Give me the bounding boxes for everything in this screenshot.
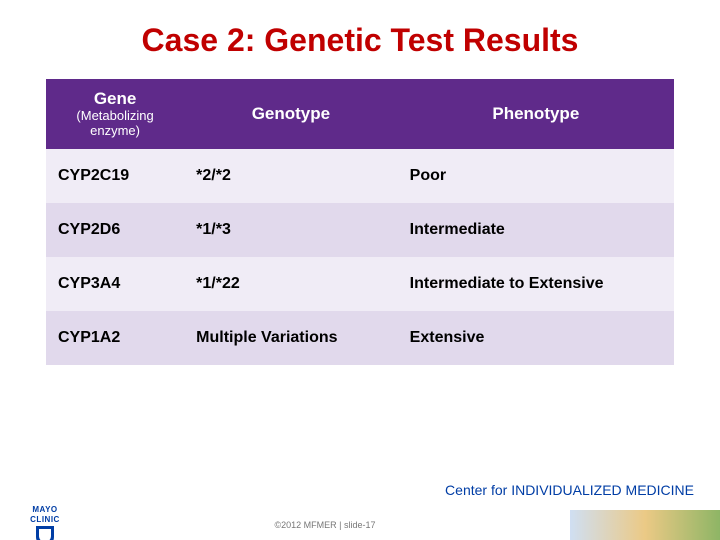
- cell-phenotype: Intermediate to Extensive: [398, 257, 674, 311]
- cell-phenotype: Poor: [398, 149, 674, 203]
- cell-gene: CYP1A2: [46, 311, 184, 365]
- slide-title: Case 2: Genetic Test Results: [0, 0, 720, 59]
- results-table-container: Gene (Metabolizing enzyme) Genotype Phen…: [0, 59, 720, 365]
- shield-icon: [36, 526, 54, 540]
- logo-line2: CLINIC: [30, 515, 60, 524]
- cell-phenotype: Extensive: [398, 311, 674, 365]
- center-label-highlight: INDIVIDUALIZED MEDICINE: [511, 482, 694, 498]
- col-header-gene-label: Gene: [94, 89, 137, 108]
- cell-genotype: *1/*22: [184, 257, 398, 311]
- cell-genotype: *1/*3: [184, 203, 398, 257]
- center-label-prefix: Center for: [445, 482, 511, 498]
- slide: Case 2: Genetic Test Results Gene (Metab…: [0, 0, 720, 540]
- table-row: CYP3A4 *1/*22 Intermediate to Extensive: [46, 257, 674, 311]
- center-label: Center for INDIVIDUALIZED MEDICINE: [445, 482, 694, 498]
- mayo-clinic-logo: MAYO CLINIC: [0, 505, 80, 540]
- footer: MAYO CLINIC ©2012 MFMER | slide-17: [0, 510, 720, 540]
- cell-gene: CYP2D6: [46, 203, 184, 257]
- cell-genotype: Multiple Variations: [184, 311, 398, 365]
- cell-phenotype: Intermediate: [398, 203, 674, 257]
- table-row: CYP2D6 *1/*3 Intermediate: [46, 203, 674, 257]
- results-table: Gene (Metabolizing enzyme) Genotype Phen…: [46, 79, 674, 365]
- table-header-row: Gene (Metabolizing enzyme) Genotype Phen…: [46, 79, 674, 149]
- logo-line1: MAYO: [32, 505, 57, 514]
- col-header-genotype: Genotype: [184, 79, 398, 149]
- table-row: CYP1A2 Multiple Variations Extensive: [46, 311, 674, 365]
- copyright-text: ©2012 MFMER | slide-17: [80, 520, 570, 530]
- col-header-gene: Gene (Metabolizing enzyme): [46, 79, 184, 149]
- col-header-phenotype: Phenotype: [398, 79, 674, 149]
- footer-decoration: [570, 510, 720, 540]
- cell-gene: CYP3A4: [46, 257, 184, 311]
- cell-gene: CYP2C19: [46, 149, 184, 203]
- col-header-gene-sublabel: (Metabolizing enzyme): [54, 109, 176, 139]
- cell-genotype: *2/*2: [184, 149, 398, 203]
- table-row: CYP2C19 *2/*2 Poor: [46, 149, 674, 203]
